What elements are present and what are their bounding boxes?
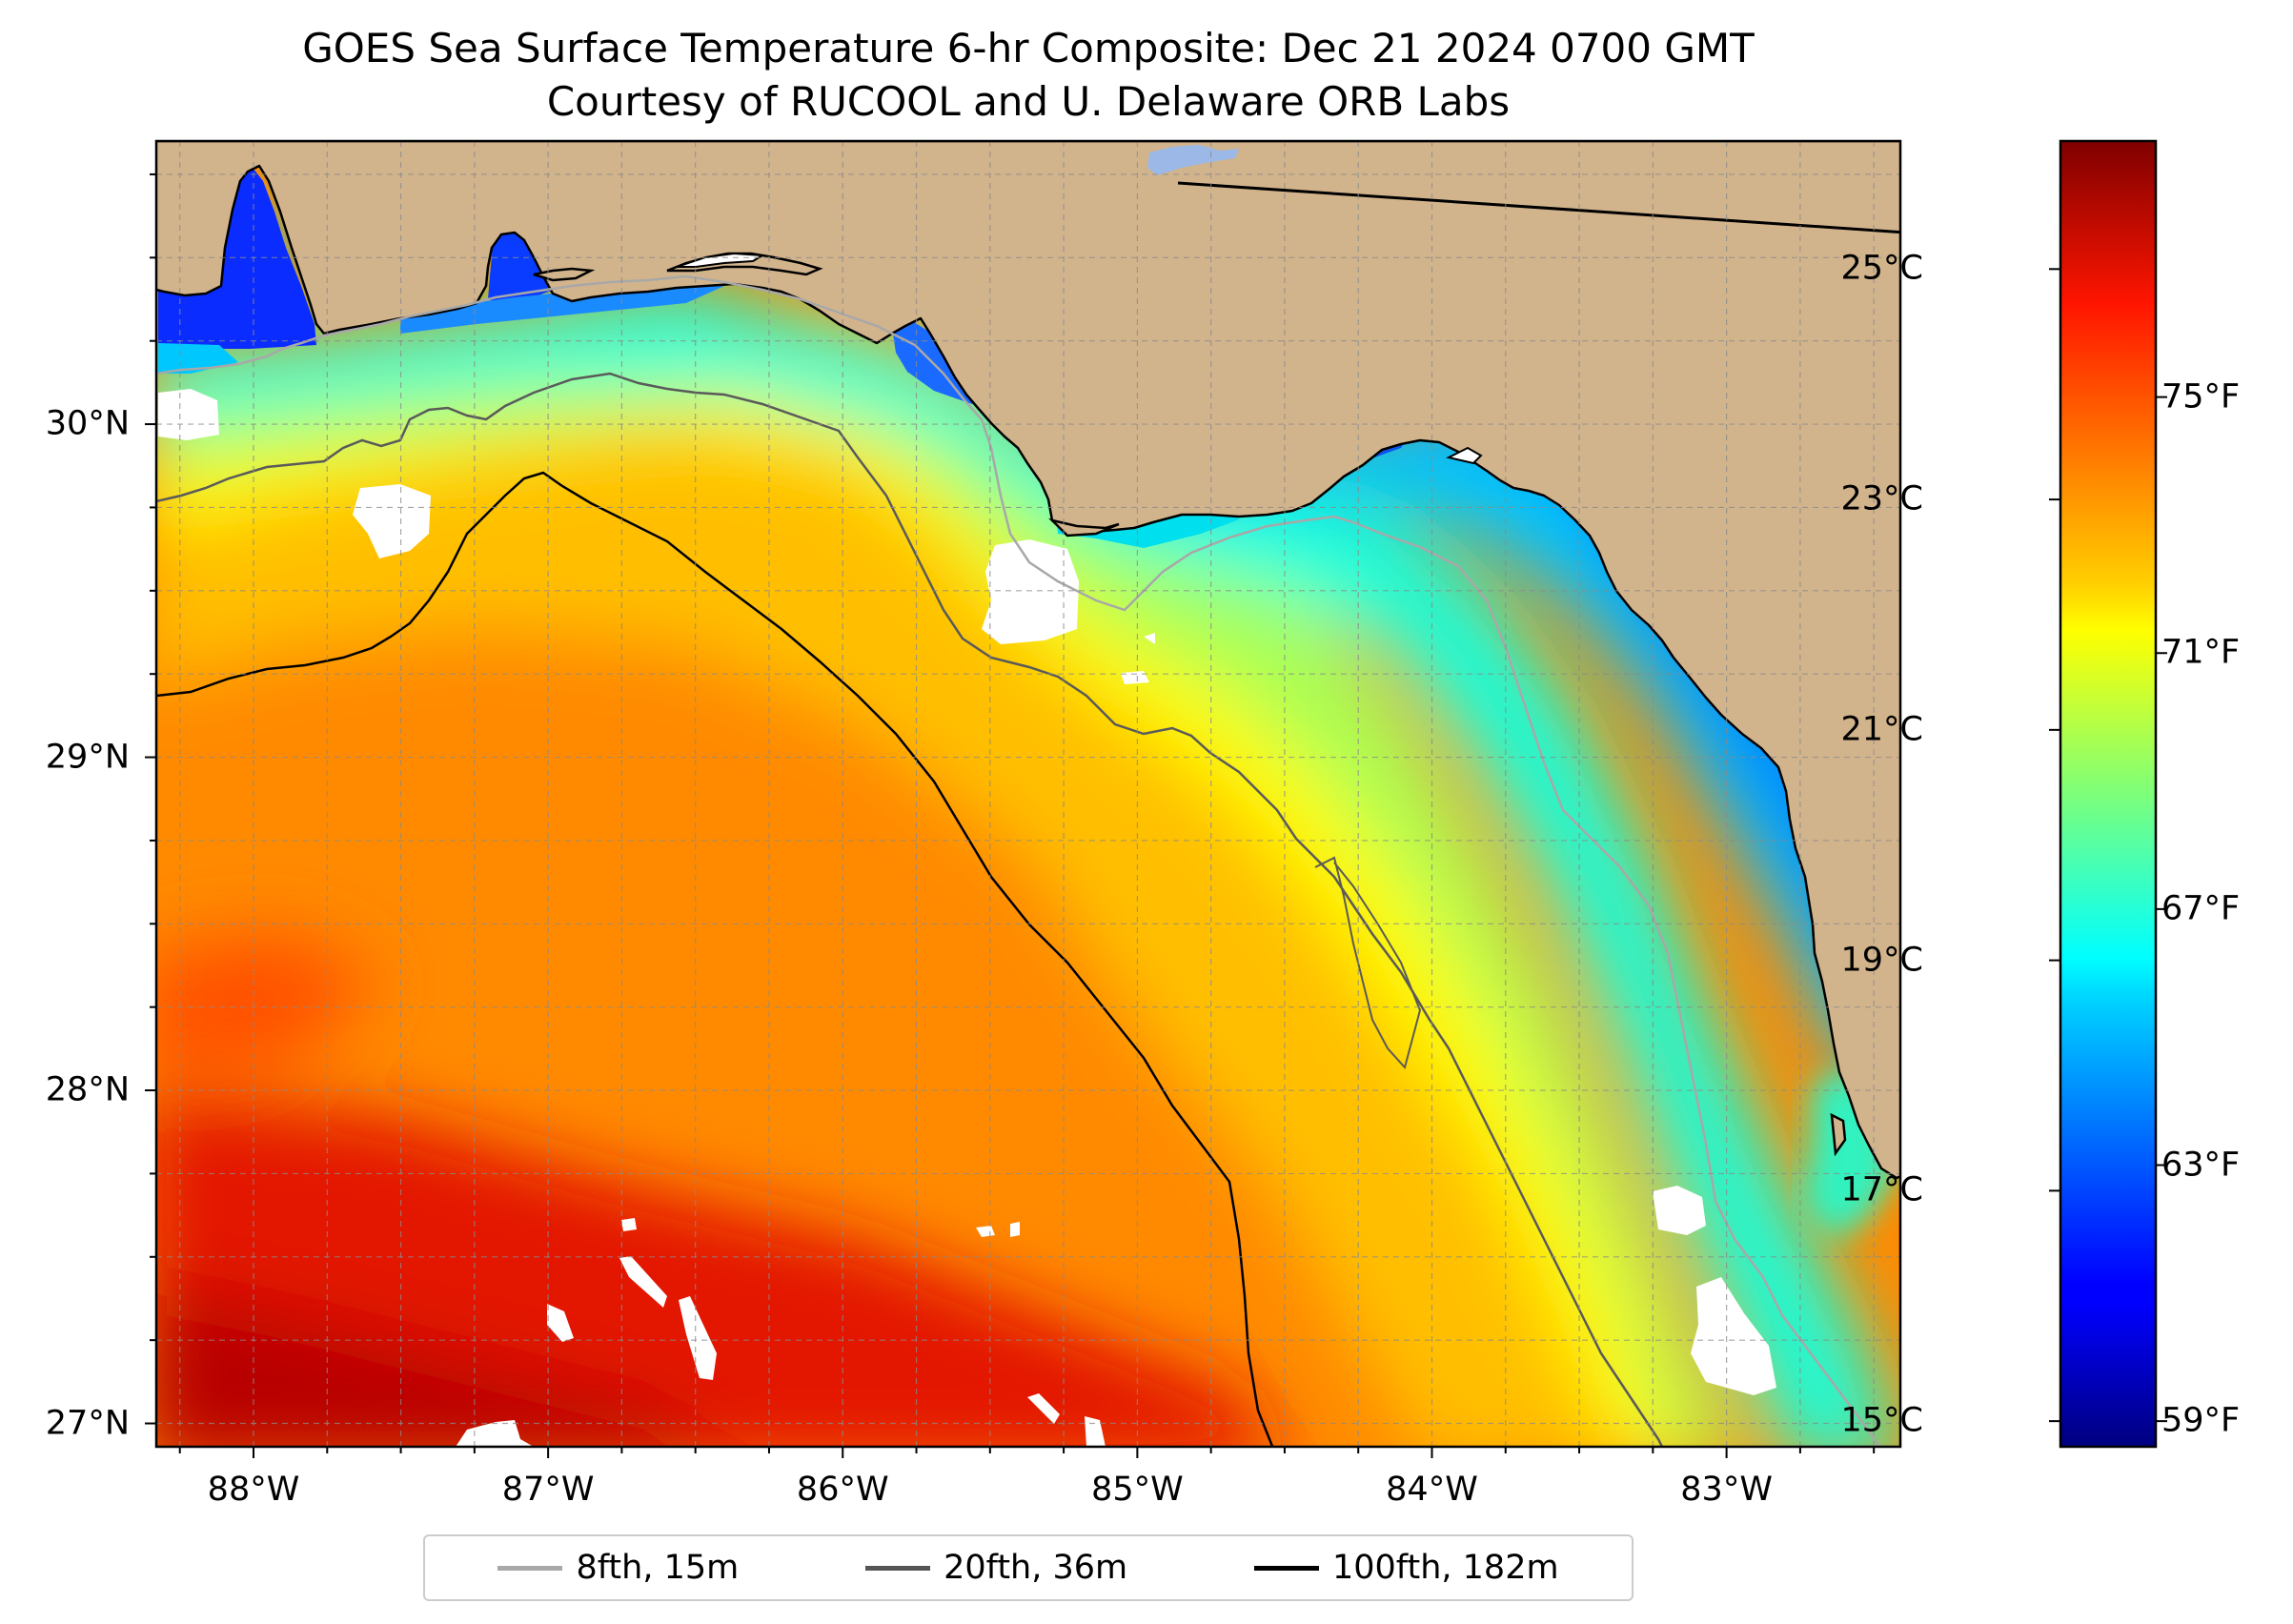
- land-mass: [156, 141, 1900, 1180]
- colorbar-tick-marks: [2049, 268, 2167, 1423]
- coastal-bays: [676, 252, 1483, 465]
- fahrenheit-label: 63°F: [2161, 1146, 2241, 1184]
- celsius-label: 25°C: [1840, 249, 1923, 288]
- fahrenheit-label: 71°F: [2161, 633, 2241, 672]
- latitude-label: 29°N: [45, 738, 130, 777]
- fahrenheit-label: 75°F: [2161, 377, 2241, 416]
- missing-data-patches: [158, 389, 1776, 1447]
- fahrenheit-label: 59°F: [2161, 1401, 2241, 1440]
- longitude-label: 88°W: [207, 1471, 300, 1509]
- legend-label: 20fth, 36m: [944, 1549, 1128, 1587]
- temperature-field: [156, 219, 1900, 1447]
- isobath-20fth-reef: [1314, 856, 1422, 1070]
- longitude-label: 83°W: [1680, 1471, 1773, 1509]
- legend-label: 100fth, 182m: [1331, 1549, 1559, 1587]
- isobath-8fth-line: [156, 274, 1881, 1447]
- map-subtitle: Courtesy of RUCOOL and U. Delaware ORB L…: [546, 78, 1511, 125]
- isobath-legend: 8fth, 15m 20fth, 36m 100fth, 182m: [423, 1534, 1634, 1601]
- longitude-label: 85°W: [1091, 1471, 1184, 1509]
- legend-item: 100fth, 182m: [1253, 1549, 1559, 1587]
- inland-lake: [1147, 145, 1239, 175]
- map-title: GOES Sea Surface Temperature 6-hr Compos…: [302, 25, 1755, 71]
- legend-label: 8fth, 15m: [576, 1549, 740, 1587]
- celsius-label: 19°C: [1840, 941, 1923, 980]
- latitude-label: 30°N: [45, 404, 130, 443]
- map-plot-area: [156, 141, 1900, 1447]
- legend-item: 8fth, 15m: [497, 1549, 739, 1587]
- latitude-label: 28°N: [45, 1070, 130, 1109]
- isobath-100fth-line: [156, 471, 1274, 1447]
- longitude-label: 84°W: [1386, 1471, 1478, 1509]
- legend-item: 20fth, 36m: [865, 1549, 1127, 1587]
- celsius-label: 17°C: [1840, 1170, 1923, 1209]
- map-tick-marks: [145, 173, 1876, 1458]
- isobath-20fth-line: [156, 372, 1664, 1447]
- fahrenheit-label: 67°F: [2161, 889, 2241, 928]
- legend-line-swatch: [497, 1565, 563, 1571]
- legend-line-swatch: [865, 1565, 931, 1571]
- latitude-label: 27°N: [45, 1404, 130, 1443]
- map-gridlines: [156, 141, 1900, 1447]
- longitude-label: 87°W: [501, 1471, 595, 1509]
- legend-line-swatch: [1253, 1565, 1319, 1571]
- state-boundary: [1177, 181, 1900, 234]
- map-frame: [154, 139, 1902, 1449]
- longitude-label: 86°W: [796, 1471, 889, 1509]
- celsius-label: 15°C: [1840, 1401, 1923, 1440]
- celsius-label: 21°C: [1840, 710, 1923, 749]
- celsius-label: 23°C: [1840, 479, 1923, 518]
- colorbar: [2059, 139, 2158, 1449]
